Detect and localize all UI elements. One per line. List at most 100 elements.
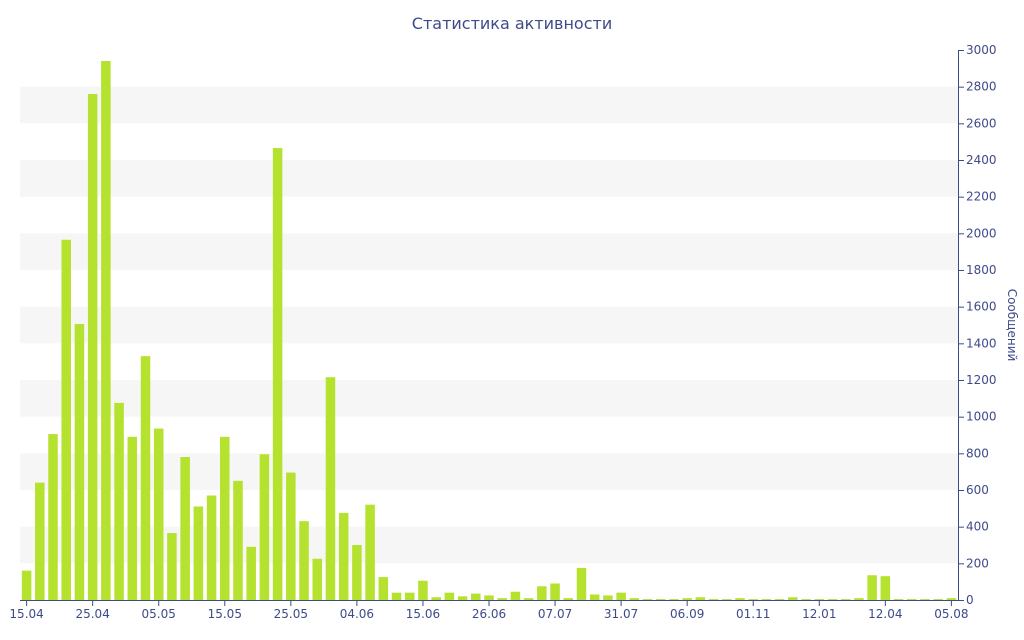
bar (708, 599, 719, 600)
bar (946, 598, 957, 600)
x-tick-label: 15.06 (406, 607, 440, 621)
y-tick-label: 1200 (966, 373, 997, 387)
bar (471, 593, 481, 600)
x-tick-label: 26.06 (472, 607, 506, 621)
bar (352, 545, 362, 600)
bar (907, 599, 917, 600)
bar (404, 592, 415, 600)
grid-band (20, 86, 958, 124)
grid-band (20, 380, 958, 417)
bar (101, 61, 111, 600)
bar (748, 599, 758, 600)
y-tick-label: 600 (966, 483, 989, 497)
bar (774, 599, 785, 600)
bar (365, 504, 375, 600)
bar (114, 402, 124, 600)
bar (418, 580, 428, 600)
y-tick-label: 1600 (966, 300, 997, 314)
y-axis-title: Сообщений (1005, 289, 1019, 362)
x-tick-label: 25.04 (75, 607, 109, 621)
bar (867, 575, 877, 600)
bar (603, 595, 613, 600)
y-tick-label: 2600 (966, 116, 997, 130)
bar (854, 598, 864, 600)
bar (814, 599, 825, 600)
bar (272, 148, 283, 600)
bar (655, 599, 666, 600)
bar (35, 482, 45, 600)
bar (537, 586, 547, 600)
y-tick-label: 2000 (966, 226, 997, 240)
bar (325, 377, 336, 600)
bar (827, 599, 838, 600)
bar (695, 597, 706, 600)
y-tick-label: 2800 (966, 80, 997, 94)
bar (893, 599, 904, 600)
bar (21, 570, 32, 600)
y-tick-label: 800 (966, 446, 989, 460)
bar (563, 598, 574, 600)
bar (444, 592, 455, 600)
x-tick-label: 25.05 (274, 607, 308, 621)
bar (920, 599, 930, 600)
bar (220, 436, 230, 600)
x-tick-label: 12.01 (802, 607, 836, 621)
bar (61, 239, 71, 600)
bar (299, 521, 309, 600)
bar (391, 592, 402, 600)
y-tick-label: 1400 (966, 336, 997, 350)
chart-title: Статистика активности (411, 14, 613, 33)
bar (669, 599, 679, 600)
y-tick-label: 1800 (966, 263, 997, 277)
grid-band (20, 306, 958, 344)
bar (246, 546, 256, 600)
x-tick-label: 31.07 (604, 607, 638, 621)
x-tick-label: 05.08 (934, 607, 968, 621)
bar (127, 436, 138, 600)
bar (457, 596, 468, 600)
bar (550, 583, 560, 600)
bar (259, 454, 270, 600)
grid-band (20, 160, 958, 197)
bar (801, 599, 811, 600)
bar (682, 598, 692, 600)
bar (761, 599, 772, 600)
bar (523, 598, 534, 600)
bar (589, 594, 600, 600)
x-tick-label: 15.05 (208, 607, 242, 621)
y-tick-label: 3000 (966, 43, 997, 57)
y-tick-label: 200 (966, 556, 989, 570)
bar (722, 599, 732, 600)
x-tick-label: 07.07 (538, 607, 572, 621)
x-tick-label: 01.11 (736, 607, 770, 621)
grid-band (20, 453, 958, 490)
bar (933, 599, 943, 600)
bar (312, 558, 323, 600)
bar (431, 597, 441, 600)
bar (48, 434, 58, 600)
y-tick-label: 2400 (966, 153, 997, 167)
bar (576, 567, 587, 600)
bar (193, 506, 204, 600)
bar (840, 599, 851, 600)
y-tick-label: 0 (966, 593, 974, 607)
bar (233, 480, 243, 600)
x-tick-label: 04.06 (340, 607, 374, 621)
bar (484, 595, 494, 600)
bar (788, 597, 798, 600)
bar (180, 457, 190, 600)
x-tick-label: 05.05 (142, 607, 176, 621)
bar (735, 598, 745, 600)
y-tick-label: 1000 (966, 410, 997, 424)
bar (497, 598, 507, 600)
bar (616, 592, 626, 600)
bar (286, 472, 296, 600)
x-tick-label: 15.04 (9, 607, 43, 621)
bar (338, 512, 349, 600)
bar (87, 94, 98, 600)
grid-band (20, 233, 958, 270)
bar (153, 428, 164, 600)
bar (140, 356, 151, 600)
